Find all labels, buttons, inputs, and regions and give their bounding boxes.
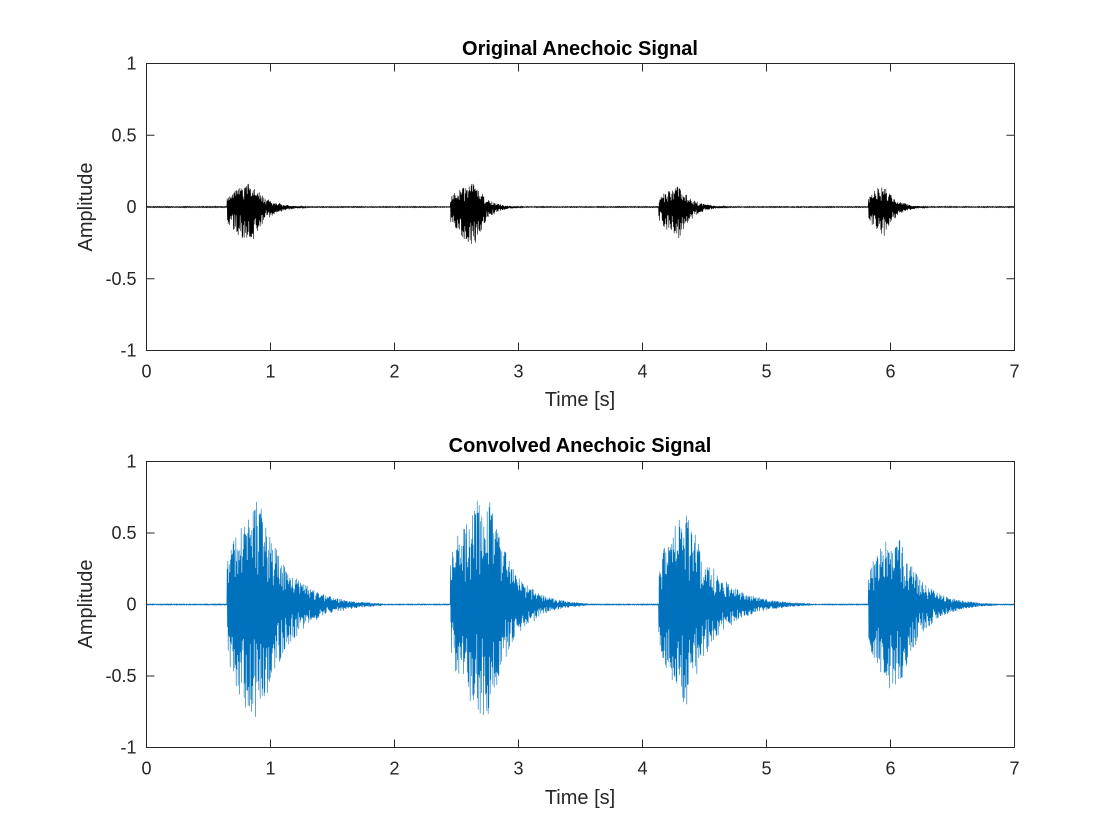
y-tick-label: 0.5 [111, 125, 136, 145]
waveform-line [146, 183, 1015, 244]
x-axis-label: Time [s] [545, 389, 615, 411]
x-tick-label: 1 [265, 362, 275, 382]
x-tick-label: 7 [1009, 759, 1019, 779]
x-tick-label: 6 [885, 759, 895, 779]
ticks-group: 0 1 2 3 4 5 6 7 -1 -0.5 0 0.5 1 [105, 452, 1019, 779]
y-tick-label: -1 [120, 341, 136, 361]
axes-frame [146, 461, 1015, 748]
axes-frame [146, 63, 1015, 351]
x-tick-label: 2 [389, 759, 399, 779]
y-tick-label: -0.5 [105, 666, 136, 686]
y-tick-label: -1 [120, 738, 136, 758]
x-tick-label: 3 [513, 759, 523, 779]
x-tick-label: 4 [637, 362, 647, 382]
y-tick-label: 0.5 [111, 523, 136, 543]
y-tick-label: -0.5 [105, 269, 136, 289]
ticks-group: 0 1 2 3 4 5 6 7 -1 -0.5 0 0.5 1 [105, 54, 1019, 382]
x-tick-label: 0 [141, 362, 151, 382]
plot-title: Convolved Anechoic Signal [449, 435, 712, 457]
signal-waveform [146, 183, 1015, 244]
y-tick-label: 1 [126, 452, 136, 472]
x-tick-label: 5 [761, 759, 771, 779]
x-tick-label: 7 [1009, 362, 1019, 382]
y-tick-label: 0 [126, 197, 136, 217]
x-axis-label: Time [s] [545, 787, 615, 809]
signal-waveform [146, 501, 1015, 717]
x-tick-label: 2 [389, 362, 399, 382]
axes-original: Original Anechoic Signal Time [s] Amplit… [75, 38, 1020, 411]
axes-convolved: Convolved Anechoic Signal Time [s] Ampli… [75, 435, 1020, 809]
x-tick-label: 1 [265, 759, 275, 779]
x-tick-label: 3 [513, 362, 523, 382]
x-tick-label: 0 [141, 759, 151, 779]
y-axis-label: Amplitude [75, 560, 97, 649]
plot-title: Original Anechoic Signal [462, 38, 698, 60]
y-tick-label: 1 [126, 54, 136, 74]
y-tick-label: 0 [126, 595, 136, 615]
y-axis-label: Amplitude [75, 163, 97, 252]
x-tick-label: 4 [637, 759, 647, 779]
x-tick-label: 5 [761, 362, 771, 382]
waveform-line [146, 501, 1015, 717]
x-tick-label: 6 [885, 362, 895, 382]
